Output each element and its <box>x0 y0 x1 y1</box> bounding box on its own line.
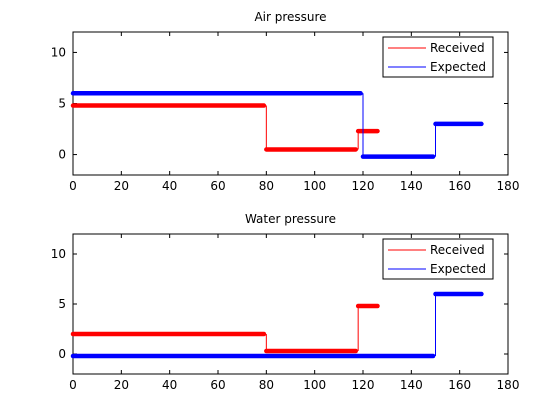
y-tick-label: 0 <box>58 347 66 361</box>
x-tick-label: 0 <box>69 378 77 392</box>
x-tick-label: 100 <box>303 179 326 193</box>
chart-0: Air pressure 0 20 40 60 80 100 120 140 160 180 0 5 10… <box>51 10 520 193</box>
x-tick-label: 40 <box>162 378 177 392</box>
x-tick-label: 140 <box>400 378 423 392</box>
legend-label-expected: Expected <box>430 262 486 276</box>
x-tick-label: 20 <box>114 378 129 392</box>
x-tick-label: 40 <box>162 179 177 193</box>
x-tick-label: 160 <box>448 378 471 392</box>
legend: Received Expected <box>383 239 493 279</box>
y-tick-label: 10 <box>51 247 66 261</box>
x-tick-label: 80 <box>259 378 274 392</box>
y-tick-label: 5 <box>58 97 66 111</box>
legend-label-received: Received <box>430 41 485 55</box>
x-tick-label: 160 <box>448 179 471 193</box>
legend: Received Expected <box>383 37 493 77</box>
x-tick-label: 140 <box>400 179 423 193</box>
y-tick-label: 0 <box>58 148 66 162</box>
legend-label-received: Received <box>430 243 485 257</box>
x-tick-label: 60 <box>210 378 225 392</box>
x-tick-label: 120 <box>352 378 375 392</box>
x-tick-label: 80 <box>259 179 274 193</box>
x-tick-label: 20 <box>114 179 129 193</box>
x-tick-label: 180 <box>497 179 520 193</box>
chart-title: Water pressure <box>245 212 336 226</box>
x-tick-label: 120 <box>352 179 375 193</box>
legend-label-expected: Expected <box>430 60 486 74</box>
chart-1: Water pressure 0 20 40 60 80 100 120 140 160 180 0 5… <box>51 212 520 392</box>
y-tick-label: 10 <box>51 45 66 59</box>
chart-title: Air pressure <box>254 10 326 24</box>
x-tick-label: 100 <box>303 378 326 392</box>
y-tick-label: 5 <box>58 297 66 311</box>
x-tick-label: 180 <box>497 378 520 392</box>
x-tick-label: 0 <box>69 179 77 193</box>
x-tick-label: 60 <box>210 179 225 193</box>
